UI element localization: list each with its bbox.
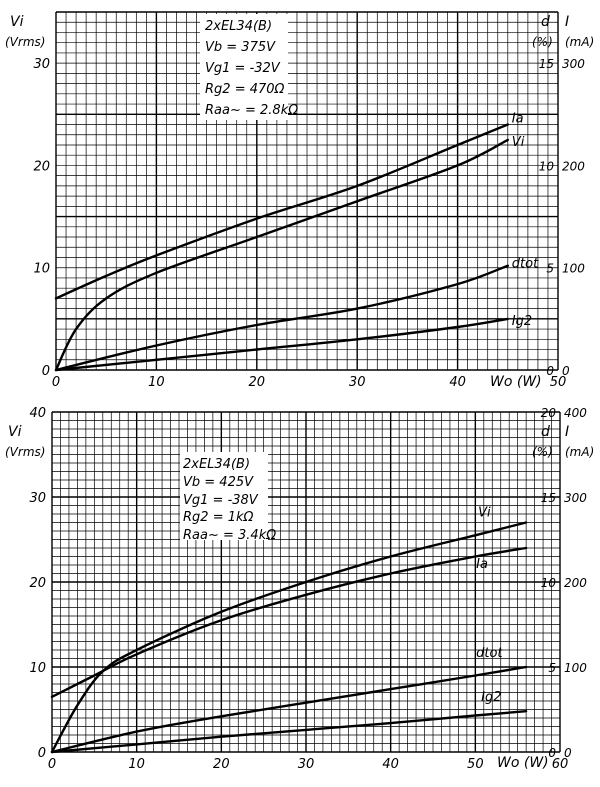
right-i-axis-label: I (565, 14, 569, 30)
left-axis-label: Vi (8, 424, 22, 440)
series-label-Vi: Vi (478, 506, 491, 521)
right-d-axis-label: d (541, 424, 550, 440)
right-i-tick-label: 100 (562, 262, 585, 276)
right-i-tick-label: 300 (562, 57, 585, 71)
series-label-Vi: Vi (512, 135, 525, 150)
left-tick-label: 30 (33, 57, 50, 72)
x-tick-label: 10 (148, 375, 165, 390)
x-tick-label: 50 (467, 757, 484, 772)
series-label-Ig2: Ig2 (481, 690, 501, 705)
x-tick-label: 0 (52, 375, 60, 390)
info-box-bg (200, 14, 288, 120)
left-tick-label: 10 (29, 661, 46, 676)
info-raa: Raa~ = 2.8kΩ (205, 103, 298, 118)
right-i-axis-unit: (mA) (565, 445, 594, 459)
left-tick-label: 0 (38, 746, 46, 761)
right-d-axis-unit: (%) (532, 445, 553, 459)
x-tick-label: 0 (48, 757, 56, 772)
left-tick-label: 10 (33, 262, 50, 277)
right-i-axis-label: I (565, 424, 569, 440)
x-tick-label: 30 (349, 375, 366, 390)
info-vg1: Vg1 = -38V (183, 493, 259, 508)
x-axis-label: Wo (W) (497, 755, 549, 771)
right-d-tick-label: 15 (541, 491, 556, 505)
x-tick-label: 50 (550, 375, 567, 390)
left-axis-label: Vi (10, 14, 24, 30)
tick-labels: 0 10 20 30 40 50 60010203040051015200100200300… (29, 406, 587, 772)
right-i-tick-label: 400 (564, 406, 587, 420)
right-i-tick-label: 0 (564, 746, 572, 760)
info-vb: Vb = 375V (205, 40, 276, 55)
right-d-tick-label: 5 (548, 661, 556, 675)
info-title: 2xEL34(B) (205, 19, 272, 34)
series-line-Ia (50, 546, 528, 698)
right-i-tick-label: 300 (564, 491, 587, 505)
left-tick-label: 30 (29, 491, 46, 506)
grid (51, 411, 561, 753)
series-line-Ig2 (50, 710, 528, 754)
info-vb: Vb = 425V (183, 475, 254, 490)
right-i-tick-label: 200 (562, 159, 585, 173)
series-line-dtot (54, 264, 509, 372)
right-i-axis-unit: (mA) (565, 35, 594, 49)
x-tick-label: 40 (449, 375, 466, 390)
grid (55, 11, 559, 371)
series-line-Vi (50, 521, 528, 754)
series-label-Ia: Ia (476, 557, 488, 572)
right-i-tick-label: 200 (564, 576, 587, 590)
x-axis-label: Wo (W) (490, 374, 542, 390)
right-d-tick-label: 0 (546, 364, 554, 378)
info-box-bg (180, 452, 268, 540)
series-label-dtot: dtot (476, 646, 503, 661)
series-line-Ig2 (54, 317, 509, 372)
right-d-axis-label: d (541, 14, 550, 30)
right-d-tick-label: 20 (541, 406, 557, 420)
left-axis-unit: (Vrms) (5, 35, 45, 49)
right-d-axis-unit: (%) (532, 35, 553, 49)
series-label-Ia: Ia (512, 112, 524, 127)
x-tick-label: 20 (213, 757, 230, 772)
curves: Vi Ia dtot Ig2 (50, 506, 528, 754)
left-tick-label: 20 (33, 159, 50, 174)
right-d-tick-label: 10 (541, 576, 557, 590)
right-i-tick-label: 0 (562, 364, 570, 378)
info-rg2: Rg2 = 470Ω (205, 82, 285, 97)
series-line-Vi (54, 138, 509, 372)
info-rg2: Rg2 = 1kΩ (183, 510, 254, 525)
series-label-Ig2: Ig2 (512, 314, 532, 329)
left-tick-label: 20 (29, 576, 46, 591)
right-d-tick-label: 5 (546, 262, 554, 276)
series-line-Ia (54, 123, 509, 300)
x-tick-label: 60 (552, 757, 569, 772)
series-label-dtot: dtot (512, 257, 539, 272)
info-title: 2xEL34(B) (183, 457, 250, 472)
right-d-tick-label: 0 (548, 746, 556, 760)
left-axis-unit: (Vrms) (5, 445, 45, 459)
right-d-tick-label: 15 (539, 57, 554, 71)
right-d-tick-label: 10 (539, 159, 555, 173)
x-tick-label: 20 (249, 375, 266, 390)
curves: Ia Vi dtot Ig2 (54, 112, 539, 372)
info-raa: Raa~ = 3.4kΩ (183, 528, 276, 543)
x-tick-label: 30 (298, 757, 315, 772)
x-tick-label: 40 (382, 757, 399, 772)
series-line-dtot (50, 665, 528, 754)
x-tick-label: 10 (128, 757, 145, 772)
info-vg1: Vg1 = -32V (205, 61, 281, 76)
right-i-tick-label: 100 (564, 661, 587, 675)
left-tick-label: 40 (29, 406, 46, 421)
left-tick-label: 0 (42, 364, 50, 379)
